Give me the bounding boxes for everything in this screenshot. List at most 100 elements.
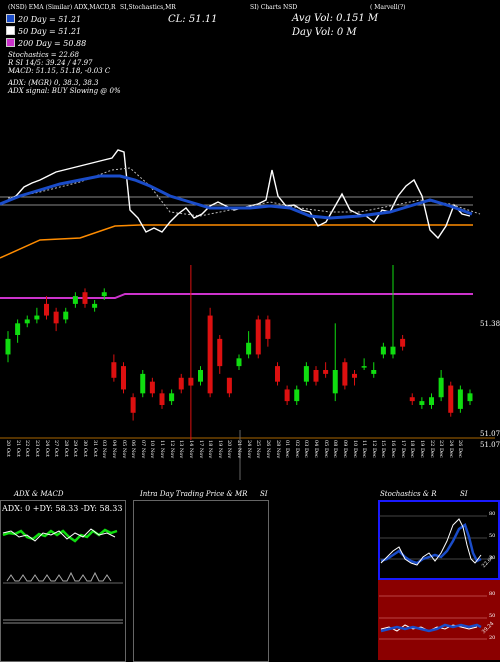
candle-body [419, 401, 425, 405]
x-tick-label: 25 Nov [255, 440, 262, 459]
adx-values: ADX: 0 +DY: 58.33 -DY: 58.33 [2, 504, 123, 513]
x-tick-label: 17 Dec [399, 440, 406, 458]
x-tick-label: 02 Dec [293, 440, 300, 458]
stat-adx-signal: ADX signal: BUY Slowing @ 0% [8, 87, 121, 95]
candle-body [457, 389, 463, 409]
rsi-svg [379, 595, 487, 640]
candle-body [342, 362, 348, 386]
candle-body [5, 338, 11, 355]
x-tick-label: 10 Nov [149, 440, 156, 459]
x-tick-label: 27 Oct [53, 440, 60, 457]
legend-swatch [6, 14, 15, 23]
x-tick-label: 29 Oct [72, 440, 79, 457]
candle-body [380, 346, 386, 355]
candle-body [198, 370, 203, 382]
header-text-a: (NSD) EMA (Similar) ADX,MACD,R [8, 4, 116, 11]
x-tick-label: 19 Dec [418, 440, 425, 458]
candle-body [265, 319, 271, 339]
candle-body [92, 303, 98, 308]
candle-body [438, 377, 444, 398]
mr-panel-title-b: SI [260, 490, 268, 498]
stoch-tick-50: 50 [489, 533, 496, 539]
mr-panel-title: Intra Day Trading Price & MR [140, 490, 248, 498]
candle-body [352, 373, 357, 378]
legend-swatch [6, 26, 15, 35]
x-tick-label: 03 Dec [303, 440, 310, 458]
candle-body [207, 315, 213, 394]
x-tick-label: 12 Nov [168, 440, 175, 459]
candle-body [275, 366, 280, 382]
x-tick-label: 04 Nov [110, 440, 117, 459]
candle-body [332, 370, 338, 394]
stat-adx: ADX: (MGR) 0, 38.3, 38.3 [8, 79, 99, 87]
candle-body [44, 303, 49, 316]
price-label-1: 51.38 [480, 320, 500, 328]
candle-body [284, 389, 290, 402]
x-tick-label: 26 Dec [457, 440, 464, 458]
x-tick-label: 14 Nov [187, 440, 194, 459]
candle-body [390, 346, 396, 355]
x-tick-label: 16 Dec [390, 440, 396, 458]
price-label-3: 51.07 [480, 441, 500, 449]
x-tick-label: 05 Nov [120, 440, 127, 459]
candle-body [323, 370, 329, 374]
candle-body [361, 366, 367, 368]
candle-body [169, 393, 175, 402]
stoch-tick-80: 80 [489, 511, 496, 517]
candle-body [82, 292, 88, 304]
close-label: CL: 51.11 [168, 14, 218, 25]
x-tick-label: 01 Dec [284, 440, 291, 458]
x-tick-label: 06 Nov [130, 440, 137, 459]
x-tick-label: 03 Nov [101, 440, 108, 459]
x-tick-label: 24 Dec [447, 440, 454, 458]
rsi-tick-50: 50 [489, 613, 496, 619]
x-tick-label: 28 Nov [274, 440, 281, 459]
x-tick-label: 19 Nov [216, 440, 223, 459]
legend-ema200: 200 Day = 50.88 [6, 38, 86, 48]
x-tick-label: 07 Nov [139, 440, 146, 459]
candle-body [72, 296, 78, 304]
candle-body [400, 338, 406, 347]
x-tick-label: 08 Dec [332, 440, 339, 458]
x-tick-label: 18 Dec [409, 440, 416, 458]
x-tick-label: 17 Nov [197, 440, 204, 459]
x-tick-label: 23 Dec [438, 440, 445, 458]
candle-body [53, 311, 59, 324]
x-tick-label: 05 Dec [322, 440, 329, 458]
x-tick-label: 22 Dec [428, 440, 435, 458]
candle-body [313, 370, 319, 382]
x-tick-label: 26 Nov [264, 440, 271, 459]
candle-body [303, 366, 309, 382]
price-label-2: 51.07 [480, 430, 500, 438]
x-tick-label: 20 Nov [226, 440, 233, 459]
candle-body [140, 373, 146, 394]
x-tick-label: 20 Oct [5, 440, 11, 457]
candle-body [429, 397, 434, 405]
candle-body [101, 292, 107, 297]
x-tick-label: 11 Nov [159, 440, 165, 459]
ema200-line [0, 293, 473, 299]
header-text-d: ( Marvell(?) [370, 4, 406, 11]
x-tick-label: 15 Dec [380, 440, 387, 458]
rsi-panel: 80 50 20 39.24 [378, 580, 500, 660]
candle-body [467, 393, 473, 402]
orange-line [0, 224, 473, 259]
x-tick-label: 10 Dec [351, 440, 358, 458]
stochastics-panel: 80 50 20 22.68 [378, 500, 500, 580]
stat-stochastics: Stochastics = 22.68 [8, 51, 79, 59]
x-tick-label: 21 Nov [236, 440, 242, 459]
candle-body [149, 381, 155, 394]
candle-body [255, 319, 261, 355]
stoch-panel-title: Stochastics & R [380, 490, 437, 498]
candle-body [111, 362, 117, 378]
header-text-c: SI) Charts NSD [250, 4, 298, 11]
day-volume: Day Vol: 0 M [292, 27, 357, 38]
x-tick-label: 11 Dec [361, 440, 368, 458]
ema20-line [0, 174, 473, 220]
legend-label: 200 Day = 50.88 [18, 39, 87, 48]
x-tick-label: 23 Oct [33, 440, 40, 457]
intraday-panel [133, 500, 269, 662]
x-tick-label: 18 Nov [207, 440, 214, 459]
stat-macd: MACD: 51.15, 51.18, -0.03 C [8, 67, 111, 75]
